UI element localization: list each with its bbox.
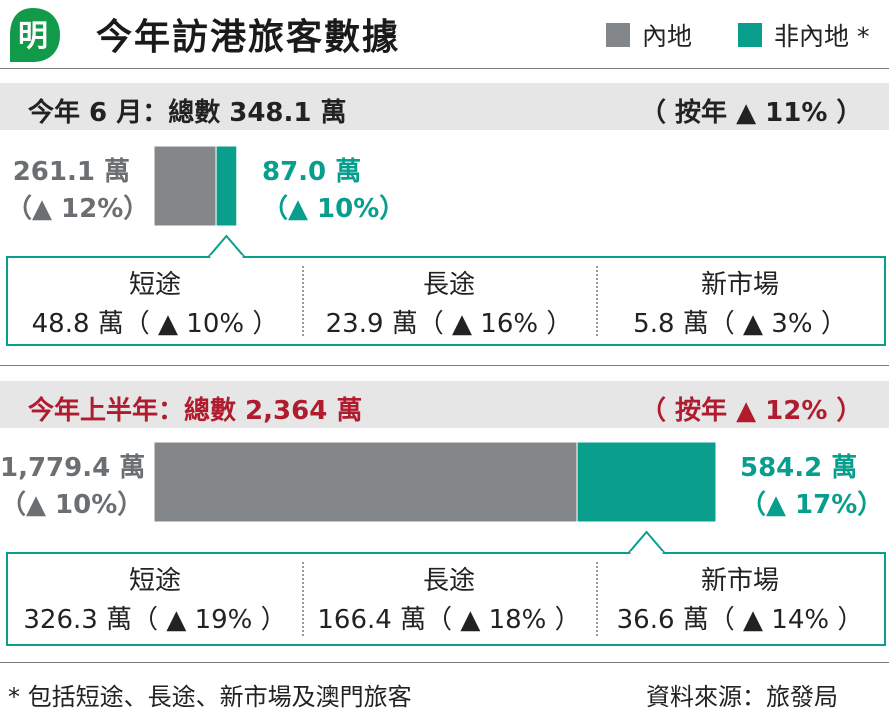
half-year-mainland-value: 1,779.4 萬: [0, 453, 146, 483]
half-year-notch-gap: [630, 551, 663, 555]
june-yoy: （ 按年 ▲ 11% ）: [640, 98, 863, 128]
half-year-mainland-change: （▲ 10%）: [0, 490, 144, 520]
page-title: 今年訪港旅客數據: [96, 17, 401, 58]
june-notch-gap: [210, 255, 243, 259]
half-year-short-haul-label: 短途: [128, 566, 181, 596]
half-year-title: 今年上半年：總數 2,364 萬: [28, 396, 363, 426]
footer-rule: [0, 662, 889, 663]
june-short-haul-value: 48.8 萬（ ▲ 10% ）: [31, 309, 279, 339]
june-long-haul-label: 長途: [422, 270, 475, 300]
half-year-long-haul-value: 166.4 萬（ ▲ 18% ）: [317, 605, 581, 635]
newspaper-logo: 明: [10, 8, 60, 62]
half-year-header-band: 今年上半年：總數 2,364 萬 （ 按年 ▲ 12% ）: [0, 381, 889, 428]
june-long-haul-value: 23.9 萬（ ▲ 16% ）: [325, 309, 573, 339]
legend-label-mainland: 內地: [642, 22, 693, 51]
half-year-long-haul-label: 長途: [422, 566, 475, 596]
legend-swatch-non-mainland: [738, 23, 762, 47]
divider: [302, 266, 304, 336]
june-mainland-change: （▲ 12%）: [6, 194, 150, 224]
legend-label-non-mainland: 非內地 *: [774, 22, 870, 51]
section-rule: [0, 365, 889, 366]
divider: [302, 562, 304, 636]
half-year-short-haul: 短途 326.3 萬（ ▲ 19% ）: [8, 554, 302, 644]
half-year-new-markets: 新市場 36.6 萬（ ▲ 14% ）: [596, 554, 884, 644]
legend-swatch-mainland: [606, 23, 630, 47]
june-non-mainland-value: 87.0 萬: [262, 157, 362, 187]
june-pointer-notch: [207, 234, 246, 258]
june-new-markets: 新市場 5.8 萬（ ▲ 3% ）: [596, 258, 884, 344]
half-year-non-mainland-value: 584.2 萬: [740, 453, 858, 483]
divider: [596, 562, 598, 636]
june-non-mainland-change: （▲ 10%）: [262, 194, 406, 224]
half-year-yoy: （ 按年 ▲ 12% ）: [640, 396, 863, 426]
divider: [596, 266, 598, 336]
legend-item-mainland: 內地: [606, 18, 692, 52]
half-year-breakdown-box: 短途 326.3 萬（ ▲ 19% ） 長途 166.4 萬（ ▲ 18% ） …: [6, 552, 886, 646]
june-bar-mainland: [153, 145, 217, 227]
half-year-short-haul-value: 326.3 萬（ ▲ 19% ）: [23, 605, 287, 635]
header-rule: [0, 68, 889, 69]
legend-item-non-mainland: 非內地 *: [738, 18, 869, 52]
half-year-bar-mainland: [153, 441, 578, 523]
june-long-haul: 長途 23.9 萬（ ▲ 16% ）: [302, 258, 596, 344]
june-new-markets-value: 5.8 萬（ ▲ 3% ）: [633, 309, 847, 339]
june-title: 今年 6 月：總數 348.1 萬: [28, 98, 347, 128]
half-year-new-markets-value: 36.6 萬（ ▲ 14% ）: [616, 605, 864, 635]
june-mainland-value: 261.1 萬: [12, 157, 130, 187]
june-new-markets-label: 新市場: [700, 270, 779, 300]
half-year-bar-non-mainland: [576, 441, 717, 523]
half-year-pointer-notch: [627, 530, 666, 554]
june-breakdown-box: 短途 48.8 萬（ ▲ 10% ） 長途 23.9 萬（ ▲ 16% ） 新市…: [6, 256, 886, 346]
half-year-new-markets-label: 新市場: [700, 566, 779, 596]
source-note: 資料來源：旅發局: [646, 683, 838, 711]
june-short-haul-label: 短途: [128, 270, 181, 300]
footnote: * 包括短途、長途、新市場及澳門旅客: [8, 683, 412, 711]
june-header-band: 今年 6 月：總數 348.1 萬 （ 按年 ▲ 11% ）: [0, 83, 889, 130]
june-short-haul: 短途 48.8 萬（ ▲ 10% ）: [8, 258, 302, 344]
logo-text: 明: [18, 19, 48, 54]
half-year-long-haul: 長途 166.4 萬（ ▲ 18% ）: [302, 554, 596, 644]
june-bar-non-mainland: [215, 145, 238, 227]
half-year-non-mainland-change: （▲ 17%）: [740, 490, 884, 520]
